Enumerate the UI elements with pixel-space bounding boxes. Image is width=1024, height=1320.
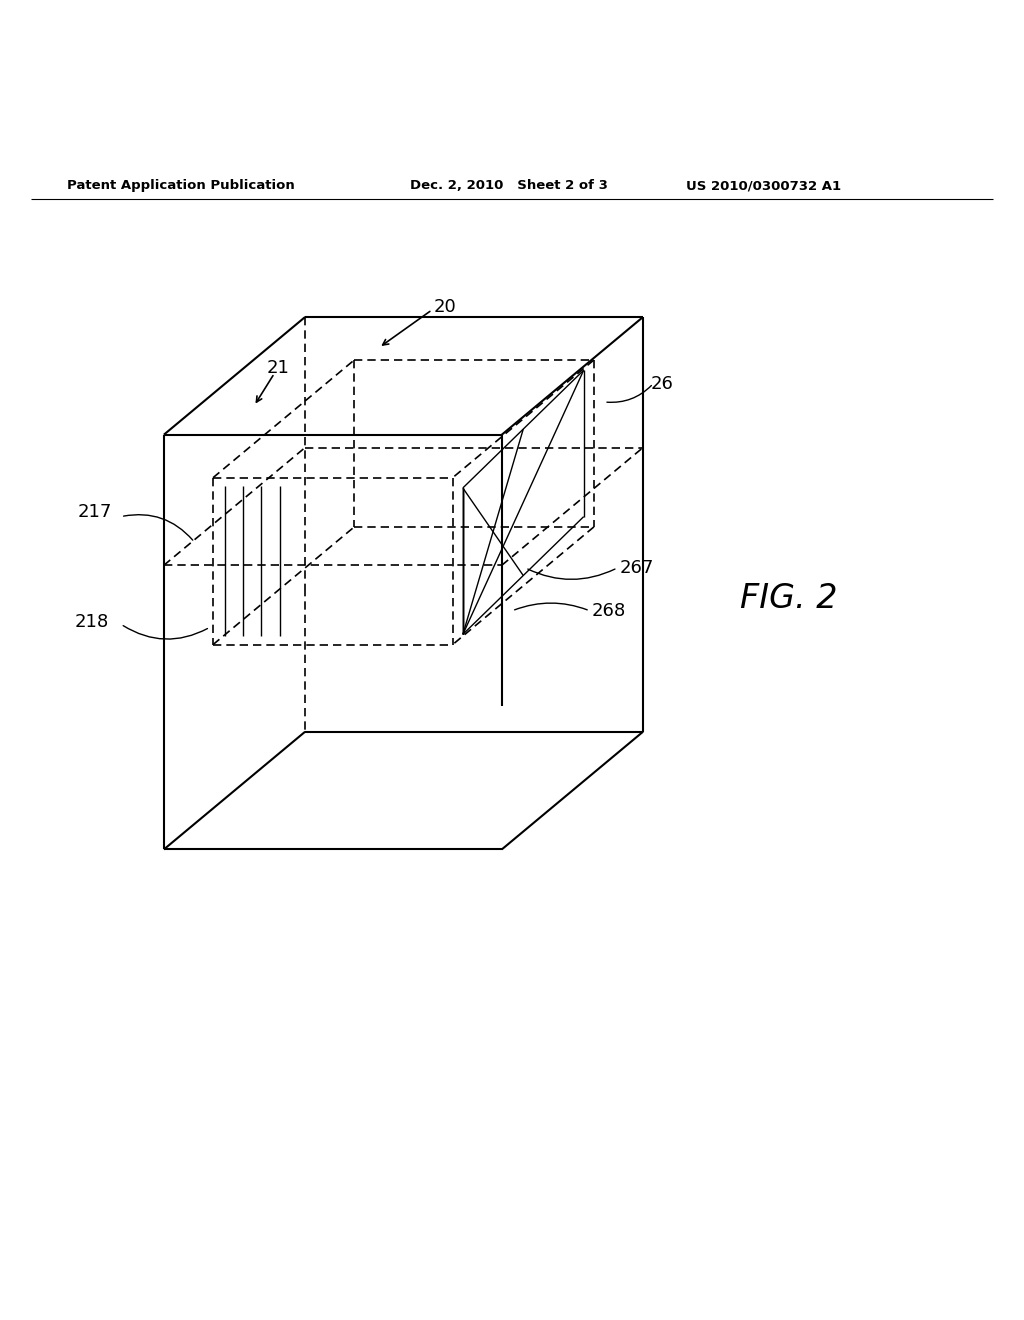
- Text: 267: 267: [620, 558, 654, 577]
- Text: US 2010/0300732 A1: US 2010/0300732 A1: [686, 180, 841, 193]
- Text: 268: 268: [592, 602, 626, 620]
- Text: 21: 21: [267, 359, 290, 378]
- Text: 217: 217: [78, 503, 113, 520]
- Text: 20: 20: [434, 298, 457, 315]
- Text: 218: 218: [75, 612, 110, 631]
- Text: FIG. 2: FIG. 2: [739, 582, 838, 615]
- Text: Patent Application Publication: Patent Application Publication: [67, 180, 294, 193]
- Text: 26: 26: [650, 375, 673, 392]
- Text: Dec. 2, 2010   Sheet 2 of 3: Dec. 2, 2010 Sheet 2 of 3: [410, 180, 607, 193]
